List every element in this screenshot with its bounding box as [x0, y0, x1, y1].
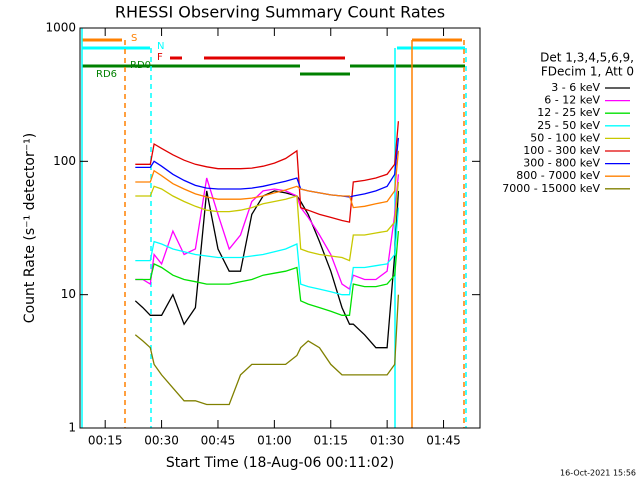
series-line	[135, 150, 400, 209]
x-tick-label: 00:15	[88, 434, 123, 448]
x-tick-label: 00:30	[144, 434, 179, 448]
state-bars	[82, 38, 465, 76]
legend-header: FDecim 1, Att 0	[541, 65, 634, 79]
series-line	[134, 294, 400, 406]
legend-label: 50 - 100 keV	[530, 131, 600, 144]
x-tick-label: 00:45	[201, 434, 236, 448]
series-line	[135, 121, 400, 223]
x-tick-label: 01:45	[426, 434, 461, 448]
state-label: N	[157, 41, 164, 52]
event-lines	[81, 28, 467, 428]
series-line	[135, 231, 400, 316]
chart-title: RHESSI Observing Summary Count Rates	[115, 3, 445, 22]
series-line	[135, 137, 400, 198]
x-tick-label: 01:30	[370, 434, 405, 448]
y-tick-label: 10	[61, 287, 76, 301]
x-tick-label: 01:00	[257, 434, 292, 448]
legend-label: 3 - 6 keV	[551, 81, 600, 94]
y-tick-label: 100	[53, 154, 76, 168]
x-axis-label: Start Time (18-Aug-06 00:11:02)	[166, 455, 394, 471]
y-tick-label: 1000	[45, 21, 76, 35]
state-label: S	[131, 33, 137, 44]
footer: 16-Oct-2021 15:56	[560, 469, 636, 478]
legend-header: Det 1,3,4,5,6,9,	[540, 51, 634, 65]
x-tick-label: 01:15	[313, 434, 348, 448]
series-line	[134, 190, 400, 349]
state-label: RD0	[130, 60, 151, 71]
plot-frame	[79, 27, 481, 429]
y-tick-label: 1	[68, 421, 76, 435]
series-line	[135, 181, 400, 262]
state-label: F	[157, 52, 163, 63]
legend-label: 7000 - 15000 keV	[502, 182, 600, 195]
legend-label: 6 - 12 keV	[544, 94, 600, 107]
legend-label: 100 - 300 keV	[523, 144, 600, 157]
legend-label: 12 - 25 keV	[537, 106, 600, 119]
legend-label: 25 - 50 keV	[537, 119, 600, 132]
series-line	[135, 207, 400, 296]
legend-label: 800 - 7000 keV	[516, 169, 600, 182]
y-axis-label: Count Rate (s⁻¹ detector⁻¹)	[22, 133, 38, 323]
legend-label: 300 - 800 keV	[523, 157, 600, 170]
series-line	[135, 174, 400, 291]
state-label: RD6	[96, 69, 117, 80]
